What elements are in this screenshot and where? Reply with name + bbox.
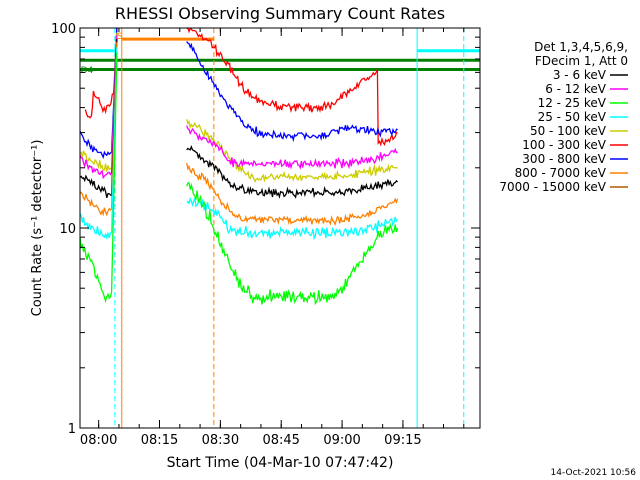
series-6-segment-1 (186, 197, 399, 241)
series-0-segment-1 (186, 28, 398, 147)
series-5-segment-1 (186, 162, 399, 226)
series-4-segment-0 (80, 39, 118, 198)
legend-header-0: Det 1,3,4,5,6,9, (534, 40, 628, 54)
legend-header-1: FDecim 1, Att 0 (535, 54, 628, 68)
legend-entry-6: 300 - 800 keV (522, 152, 606, 166)
legend-entry-8: 7000 - 15000 keV (499, 180, 606, 194)
x-tick-label-0: 08:00 (80, 433, 117, 448)
series-3-segment-0 (80, 35, 118, 180)
legend-entry-7: 800 - 7000 keV (515, 166, 607, 180)
x-tick-label-4: 09:00 (323, 433, 360, 448)
series-1-segment-1 (186, 41, 398, 143)
plot-area: RD0 RD4 S (48, 28, 480, 428)
series-7-segment-1 (186, 181, 399, 306)
x-axis-label: Start Time (04-Mar-10 07:47:42) (167, 455, 394, 471)
annotation-0: RD0 (48, 55, 67, 65)
axes: 08:00 08:15 08:30 08:45 09:00 09:15 1 10 100 (51, 22, 481, 448)
series-6-segment-0 (80, 47, 118, 241)
y-tick-label-2: 100 (51, 22, 76, 37)
footer-timestamp: 14-Oct-2021 10:56 (551, 468, 637, 478)
legend-entry-2: 12 - 25 keV (538, 96, 607, 110)
series-3-segment-1 (186, 125, 398, 170)
annotation-2: S (117, 32, 123, 42)
series-0-segment-0 (84, 28, 118, 119)
series-4-segment-1 (186, 144, 399, 199)
legend-entry-0: 3 - 6 keV (553, 68, 607, 82)
legend: Det 1,3,4,5,6,9,FDecim 1, Att 03 - 6 keV… (499, 40, 628, 194)
series-1-segment-0 (80, 28, 118, 160)
legend-entry-5: 100 - 300 keV (522, 138, 606, 152)
legend-entry-1: 6 - 12 keV (545, 82, 607, 96)
x-tick-label-1: 08:15 (141, 433, 178, 448)
y-tick-label-0: 1 (68, 422, 76, 437)
x-tick-label-3: 08:45 (262, 433, 299, 448)
series-7-segment-0 (80, 52, 118, 304)
chart-title: RHESSI Observing Summary Count Rates (115, 4, 445, 23)
legend-entry-4: 50 - 100 keV (530, 124, 607, 138)
legend-entry-3: 25 - 50 keV (538, 110, 607, 124)
y-axis-label: Count Rate (s⁻¹ detector⁻¹) (30, 140, 45, 317)
series-2-segment-0 (80, 32, 118, 172)
annotation-1: RD4 (74, 66, 93, 76)
y-tick-label-1: 10 (59, 222, 76, 237)
x-tick-label-2: 08:30 (202, 433, 239, 448)
x-tick-label-5: 09:15 (384, 433, 421, 448)
series-5-segment-0 (80, 42, 118, 217)
